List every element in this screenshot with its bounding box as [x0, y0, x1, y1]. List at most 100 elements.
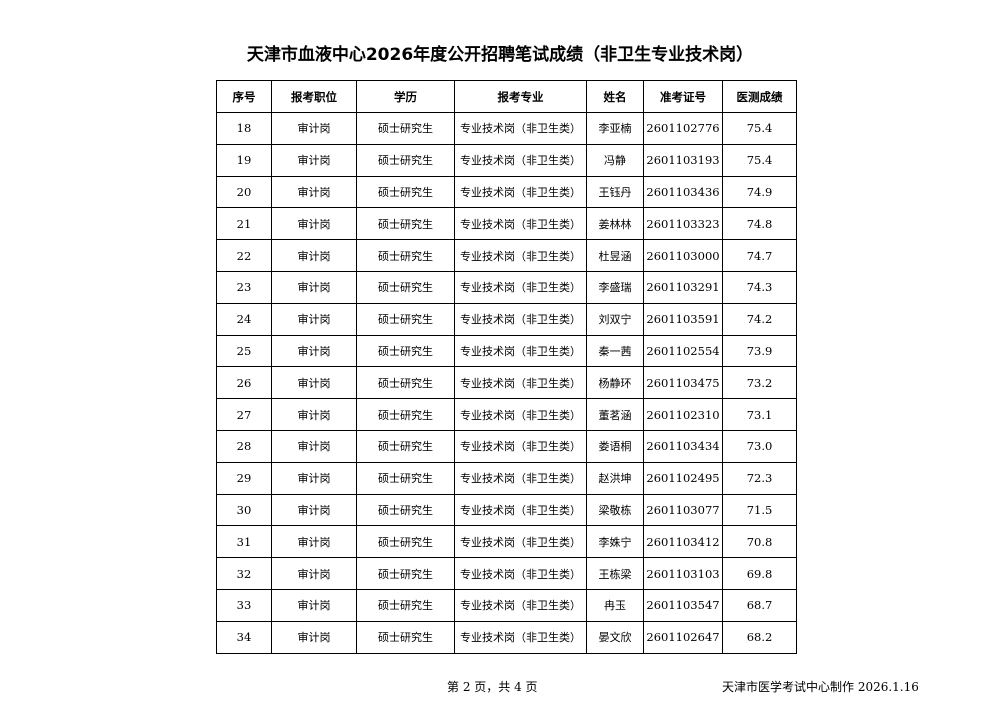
cell-score: 68.7: [722, 588, 797, 622]
cell-seq: 20: [216, 175, 272, 209]
cell-exam-id: 2601103591: [643, 302, 723, 336]
table-row: 21 审计岗 硕士研究生 专业技术岗（非卫生类） 姜林林 2601103323 74.8: [216, 207, 797, 241]
cell-position: 审计岗: [271, 429, 357, 463]
cell-name: 冯静: [586, 143, 644, 177]
cell-major: 专业技术岗（非卫生类）: [454, 620, 587, 654]
cell-name: 冉玉: [586, 588, 644, 622]
cell-score: 72.3: [722, 461, 797, 495]
table-row: 25 审计岗 硕士研究生 专业技术岗（非卫生类） 秦一茜 2601102554 73.9: [216, 334, 797, 368]
cell-seq: 18: [216, 112, 272, 145]
header-education: 学历: [356, 80, 455, 113]
cell-score: 68.2: [722, 620, 797, 654]
cell-exam-id: 2601102495: [643, 461, 723, 495]
cell-score: 74.8: [722, 207, 797, 241]
cell-major: 专业技术岗（非卫生类）: [454, 302, 587, 336]
page-title: 天津市血液中心2026年度公开招聘笔试成绩（非卫生专业技术岗）: [246, 45, 754, 65]
cell-major: 专业技术岗（非卫生类）: [454, 557, 587, 590]
cell-major: 专业技术岗（非卫生类）: [454, 493, 587, 527]
cell-major: 专业技术岗（非卫生类）: [454, 398, 587, 431]
cell-education: 硕士研究生: [356, 302, 455, 336]
cell-seq: 32: [216, 557, 272, 590]
cell-exam-id: 2601102647: [643, 620, 723, 654]
cell-name: 梁敬栋: [586, 493, 644, 527]
cell-seq: 27: [216, 398, 272, 431]
cell-major: 专业技术岗（非卫生类）: [454, 334, 587, 368]
cell-score: 74.2: [722, 302, 797, 336]
table-row: 29 审计岗 硕士研究生 专业技术岗（非卫生类） 赵洪坤 2601102495 72.3: [216, 461, 797, 495]
cell-major: 专业技术岗（非卫生类）: [454, 207, 587, 241]
cell-education: 硕士研究生: [356, 207, 455, 241]
cell-score: 73.0: [722, 429, 797, 463]
cell-seq: 29: [216, 461, 272, 495]
cell-seq: 22: [216, 239, 272, 272]
cell-score: 69.8: [722, 557, 797, 590]
cell-major: 专业技术岗（非卫生类）: [454, 175, 587, 209]
header-major: 报考专业: [454, 80, 587, 113]
cell-seq: 33: [216, 588, 272, 622]
cell-position: 审计岗: [271, 461, 357, 495]
cell-position: 审计岗: [271, 112, 357, 145]
cell-major: 专业技术岗（非卫生类）: [454, 270, 587, 304]
table-row: 31 审计岗 硕士研究生 专业技术岗（非卫生类） 李姝宁 2601103412 70.8: [216, 525, 797, 559]
cell-major: 专业技术岗（非卫生类）: [454, 588, 587, 622]
cell-exam-id: 2601103434: [643, 429, 723, 463]
table-row: 26 审计岗 硕士研究生 专业技术岗（非卫生类） 杨静环 2601103475 73.2: [216, 366, 797, 400]
cell-position: 审计岗: [271, 493, 357, 527]
cell-position: 审计岗: [271, 334, 357, 368]
cell-seq: 26: [216, 366, 272, 400]
cell-position: 审计岗: [271, 143, 357, 177]
cell-position: 审计岗: [271, 620, 357, 654]
cell-score: 75.4: [722, 143, 797, 177]
cell-position: 审计岗: [271, 588, 357, 622]
cell-position: 审计岗: [271, 239, 357, 272]
cell-name: 娄语桐: [586, 429, 644, 463]
cell-name: 董茗涵: [586, 398, 644, 431]
cell-education: 硕士研究生: [356, 493, 455, 527]
cell-exam-id: 2601103436: [643, 175, 723, 209]
cell-major: 专业技术岗（非卫生类）: [454, 366, 587, 400]
table-row: 27 审计岗 硕士研究生 专业技术岗（非卫生类） 董茗涵 2601102310 73.1: [216, 398, 797, 431]
cell-name: 杨静环: [586, 366, 644, 400]
cell-education: 硕士研究生: [356, 112, 455, 145]
cell-exam-id: 2601102776: [643, 112, 723, 145]
cell-score: 75.4: [722, 112, 797, 145]
cell-name: 赵洪坤: [586, 461, 644, 495]
cell-score: 73.2: [722, 366, 797, 400]
table-row: 24 审计岗 硕士研究生 专业技术岗（非卫生类） 刘双宁 2601103591 74.2: [216, 302, 797, 336]
cell-name: 王钰丹: [586, 175, 644, 209]
cell-exam-id: 2601103412: [643, 525, 723, 559]
table-row: 28 审计岗 硕士研究生 专业技术岗（非卫生类） 娄语桐 2601103434 73.0: [216, 429, 797, 463]
cell-major: 专业技术岗（非卫生类）: [454, 429, 587, 463]
cell-position: 审计岗: [271, 557, 357, 590]
table-row: 23 审计岗 硕士研究生 专业技术岗（非卫生类） 李盛瑞 2601103291 74.3: [216, 270, 797, 304]
cell-education: 硕士研究生: [356, 270, 455, 304]
table-row: 30 审计岗 硕士研究生 专业技术岗（非卫生类） 梁敬栋 2601103077 71.5: [216, 493, 797, 527]
cell-education: 硕士研究生: [356, 239, 455, 272]
cell-position: 审计岗: [271, 525, 357, 559]
cell-score: 70.8: [722, 525, 797, 559]
cell-name: 王栋梁: [586, 557, 644, 590]
cell-education: 硕士研究生: [356, 366, 455, 400]
table-row: 18 审计岗 硕士研究生 专业技术岗（非卫生类） 李亚楠 2601102776 75.4: [216, 112, 797, 145]
cell-name: 姜林林: [586, 207, 644, 241]
cell-education: 硕士研究生: [356, 334, 455, 368]
cell-education: 硕士研究生: [356, 557, 455, 590]
cell-exam-id: 2601102554: [643, 334, 723, 368]
cell-seq: 24: [216, 302, 272, 336]
cell-score: 74.9: [722, 175, 797, 209]
cell-name: 刘双宁: [586, 302, 644, 336]
cell-name: 晏文欣: [586, 620, 644, 654]
cell-exam-id: 2601103000: [643, 239, 723, 272]
cell-seq: 34: [216, 620, 272, 654]
cell-name: 李亚楠: [586, 112, 644, 145]
cell-exam-id: 2601103291: [643, 270, 723, 304]
cell-name: 杜昱涵: [586, 239, 644, 272]
cell-exam-id: 2601103475: [643, 366, 723, 400]
table-row: 32 审计岗 硕士研究生 专业技术岗（非卫生类） 王栋梁 2601103103 69.8: [216, 557, 797, 590]
cell-exam-id: 2601103323: [643, 207, 723, 241]
table-row: 19 审计岗 硕士研究生 专业技术岗（非卫生类） 冯静 2601103193 75.4: [216, 143, 797, 177]
cell-score: 71.5: [722, 493, 797, 527]
producer-note: 天津市医学考试中心制作 2026.1.16: [722, 680, 919, 694]
scores-table: 序号 报考职位 学历 报考专业 姓名 准考证号 医测成绩 18 审计岗 硕士研究生 专业技术岗（非…: [216, 80, 797, 654]
cell-name: 秦一茜: [586, 334, 644, 368]
